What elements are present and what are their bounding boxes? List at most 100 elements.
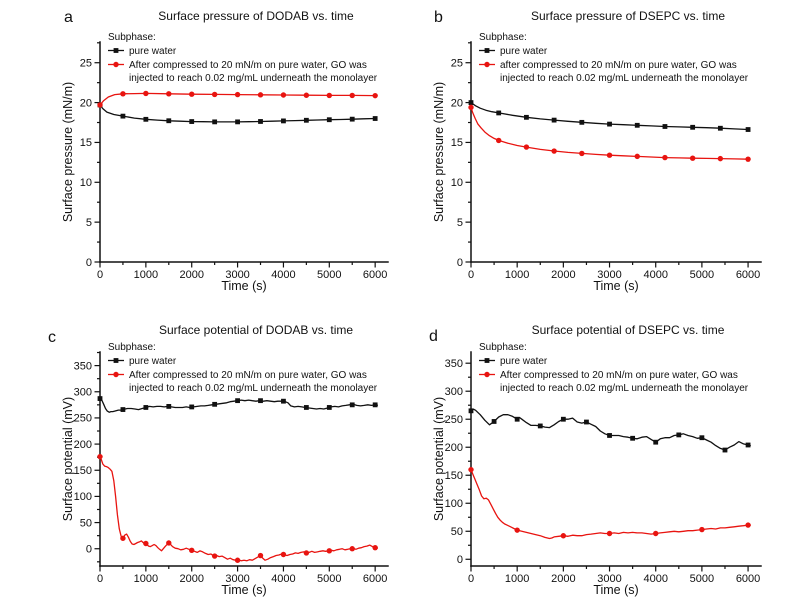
x-tick-label: 4000 bbox=[271, 269, 295, 281]
series-marker bbox=[676, 432, 682, 438]
x-tick-label: 6000 bbox=[363, 573, 387, 585]
series-marker bbox=[120, 113, 126, 119]
series-marker bbox=[372, 92, 378, 99]
series-marker bbox=[349, 92, 355, 99]
series-marker bbox=[722, 447, 728, 453]
chart-canvas-c: 0 1000 2000 3000 4000 5000 6000 0 50 100 150 200 250… bbox=[61, 323, 389, 597]
chart-title: Surface potential of DSEPC vs. time bbox=[532, 323, 725, 337]
series-marker bbox=[189, 404, 195, 410]
series-marker bbox=[281, 398, 286, 404]
x-tick-label: 6000 bbox=[736, 573, 760, 585]
legend-marker bbox=[484, 371, 490, 378]
legend-entry-label: After compressed to 20 mN/m on pure wate… bbox=[129, 60, 367, 71]
y-tick-label: 300 bbox=[74, 387, 92, 399]
x-tick-label: 1000 bbox=[505, 269, 529, 281]
y-tick-label: 350 bbox=[445, 358, 463, 370]
series-marker bbox=[560, 416, 566, 422]
series-marker bbox=[717, 155, 724, 162]
series-marker bbox=[634, 122, 640, 128]
series-line bbox=[99, 456, 379, 562]
series-marker bbox=[523, 144, 530, 150]
y-tick-label: 0 bbox=[86, 544, 92, 556]
legend-marker bbox=[484, 358, 490, 363]
series-marker bbox=[653, 530, 659, 537]
series-marker bbox=[699, 435, 705, 441]
legend-entry-label: After compressed to 20 mN/m on pure wate… bbox=[129, 370, 367, 381]
x-tick-label: 3000 bbox=[597, 269, 621, 281]
x-tick-label: 2000 bbox=[179, 573, 203, 585]
y-tick-label: 0 bbox=[457, 257, 463, 269]
y-tick-label: 100 bbox=[445, 498, 463, 510]
series-marker bbox=[166, 404, 172, 409]
x-tick-label: 6000 bbox=[363, 269, 387, 281]
x-tick-label: 5000 bbox=[690, 269, 714, 281]
series-marker bbox=[372, 402, 378, 408]
legend-title: Subphase: bbox=[108, 342, 156, 353]
legend-title: Subphase: bbox=[479, 32, 527, 43]
series-marker bbox=[257, 92, 264, 98]
legend-marker bbox=[113, 358, 119, 363]
series-marker bbox=[211, 553, 218, 559]
y-axis-title: Surface pressure (mN/m) bbox=[432, 82, 446, 222]
series-marker bbox=[258, 398, 263, 404]
x-tick-label: 5000 bbox=[690, 573, 714, 585]
y-tick-label: 0 bbox=[457, 554, 463, 566]
chart-title: Surface pressure of DSEPC vs. time bbox=[531, 9, 725, 23]
series-marker bbox=[303, 92, 310, 98]
panel-b: b 0 1000 2000 3000 4000 5000 6000 0 5 10 15 20 25 Sur… bbox=[401, 0, 802, 300]
y-tick-label: 300 bbox=[445, 386, 463, 398]
legend-marker bbox=[113, 48, 119, 53]
x-tick-label: 1000 bbox=[134, 269, 158, 281]
panel-a: a 0 1000 2000 3000 4000 5000 6000 0 5 10 15 20 25 Sur… bbox=[0, 0, 401, 300]
x-axis-title: Time (s) bbox=[221, 583, 266, 597]
series-marker bbox=[606, 152, 613, 158]
series-marker bbox=[372, 544, 378, 551]
series-marker bbox=[606, 530, 613, 537]
series-marker bbox=[211, 91, 218, 98]
series-marker bbox=[745, 522, 751, 528]
x-tick-label: 4000 bbox=[271, 573, 295, 585]
series-marker bbox=[97, 396, 103, 401]
series-marker bbox=[143, 540, 149, 547]
series-marker bbox=[468, 100, 474, 105]
series-marker bbox=[745, 442, 751, 448]
series-marker bbox=[551, 148, 557, 154]
legend-entry-label: pure water bbox=[129, 356, 177, 367]
series-marker bbox=[303, 117, 309, 123]
series-marker bbox=[281, 118, 286, 124]
series-marker bbox=[166, 540, 172, 546]
y-tick-label: 25 bbox=[80, 58, 92, 70]
series-marker bbox=[189, 547, 195, 554]
x-tick-label: 6000 bbox=[736, 269, 760, 281]
series-marker bbox=[143, 405, 149, 410]
series-marker bbox=[699, 526, 705, 533]
series-marker bbox=[496, 110, 502, 116]
y-tick-label: 150 bbox=[445, 470, 463, 482]
y-tick-label: 5 bbox=[86, 217, 92, 229]
series-marker bbox=[468, 408, 474, 414]
series-marker bbox=[689, 155, 696, 161]
y-tick-label: 250 bbox=[445, 414, 463, 426]
x-axis-title: Time (s) bbox=[221, 279, 266, 293]
series-marker bbox=[349, 546, 355, 552]
y-tick-label: 20 bbox=[451, 97, 463, 109]
y-tick-label: 5 bbox=[457, 217, 463, 229]
series-marker bbox=[97, 453, 103, 460]
legend-entry-label: pure water bbox=[500, 356, 548, 367]
y-tick-label: 10 bbox=[80, 177, 92, 189]
x-tick-label: 0 bbox=[97, 269, 103, 281]
legend-marker bbox=[113, 371, 119, 378]
series-marker bbox=[653, 439, 659, 445]
panel-letter-d: d bbox=[429, 328, 438, 345]
series-line bbox=[470, 408, 751, 451]
y-tick-label: 150 bbox=[74, 465, 92, 477]
y-axis-title: Surface pressure (mN/m) bbox=[61, 82, 75, 222]
series-marker bbox=[120, 407, 126, 412]
panel-c: c 0 1000 2000 3000 4000 5000 6000 0 50 100 150 200 2… bbox=[0, 300, 401, 605]
series-marker bbox=[166, 91, 172, 97]
series-marker bbox=[303, 550, 310, 556]
series-marker bbox=[537, 423, 543, 429]
series-line bbox=[470, 107, 749, 160]
x-tick-label: 5000 bbox=[317, 573, 341, 585]
